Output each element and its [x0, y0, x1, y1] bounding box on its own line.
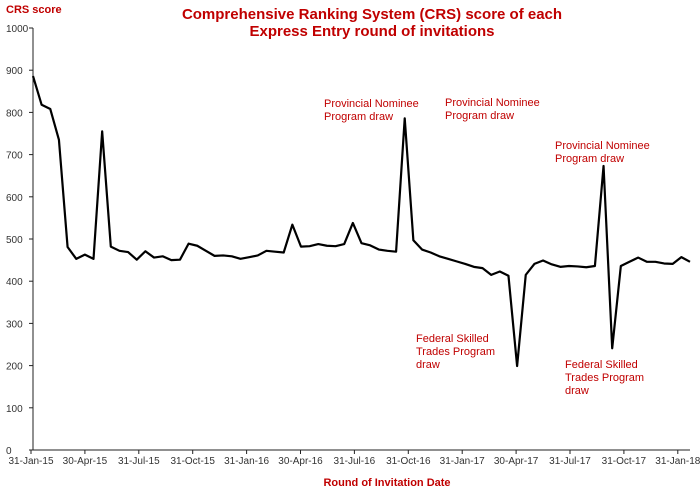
- x-ticks: 31-Jan-15 30-Apr-15 31-Jul-15 31-Oct-15 31-J…: [8, 450, 700, 467]
- y-tick-label: 0: [6, 446, 12, 457]
- annotation-fstp-1-line-1: Federal Skilled: [416, 333, 489, 345]
- annotation-fstp-2-line-2: Trades Program: [565, 372, 644, 384]
- y-axis-label: CRS score: [6, 4, 62, 16]
- chart-title-line-1: Comprehensive Ranking System (CRS) score…: [182, 6, 562, 23]
- x-tick-label: 30-Apr-16: [278, 456, 323, 467]
- x-tick-label: 31-Oct-17: [602, 456, 647, 467]
- annotation-pnp-2: Provincial Nominee Program draw: [445, 97, 543, 122]
- y-tick-label: 300: [6, 319, 23, 330]
- x-tick-label: 31-Jan-16: [224, 456, 269, 467]
- annotation-pnp-2-line-1: Provincial Nominee: [445, 97, 540, 109]
- y-tick-label: 200: [6, 362, 23, 373]
- y-tick-label: 900: [6, 66, 23, 77]
- annotation-pnp-3: Provincial Nominee Program draw: [555, 140, 653, 165]
- data-points: [32, 76, 691, 367]
- y-tick-label: 600: [6, 193, 23, 204]
- annotation-fstp-2-line-3: draw: [565, 385, 589, 397]
- x-tick-label: 31-Jan-17: [440, 456, 485, 467]
- chart-title-line-2: Express Entry round of invitations: [249, 23, 494, 40]
- x-tick-label: 31-Oct-16: [386, 456, 431, 467]
- x-tick-label: 31-Oct-15: [170, 456, 215, 467]
- x-axis-label: Round of Invitation Date: [323, 477, 450, 489]
- y-tick-label: 700: [6, 151, 23, 162]
- x-tick-label: 30-Apr-15: [63, 456, 108, 467]
- x-tick-label: 30-Apr-17: [494, 456, 539, 467]
- annotation-fstp-1-line-2: Trades Program: [416, 346, 495, 358]
- y-tick-label: 500: [6, 235, 23, 246]
- x-tick-label: 31-Jul-16: [334, 456, 376, 467]
- annotation-pnp-3-line-2: Program draw: [555, 153, 624, 165]
- annotation-fstp-1-line-3: draw: [416, 359, 440, 371]
- y-tick-label: 800: [6, 108, 23, 119]
- x-tick-label: 31-Jul-17: [549, 456, 591, 467]
- annotation-pnp-3-line-1: Provincial Nominee: [555, 140, 650, 152]
- y-tick-label: 100: [6, 404, 23, 415]
- annotation-fstp-2-line-1: Federal Skilled: [565, 359, 638, 371]
- x-tick-label: 31-Jul-15: [118, 456, 160, 467]
- annotation-pnp-1-line-2: Program draw: [324, 111, 393, 123]
- annotation-fstp-2: Federal Skilled Trades Program draw: [565, 359, 647, 397]
- annotation-pnp-2-line-2: Program draw: [445, 110, 514, 122]
- x-tick-label: 31-Jan-18: [655, 456, 700, 467]
- annotation-fstp-1: Federal Skilled Trades Program draw: [416, 333, 498, 371]
- x-tick-label: 31-Jan-15: [8, 456, 53, 467]
- y-tick-label: 400: [6, 277, 23, 288]
- y-tick-label: 1000: [6, 24, 29, 35]
- annotation-pnp-1-line-1: Provincial Nominee: [324, 98, 419, 110]
- y-ticks: 0 100 200 300 400 500 600 700 800 900 1000: [6, 24, 33, 457]
- annotation-pnp-1: Provincial Nominee Program draw: [324, 98, 422, 123]
